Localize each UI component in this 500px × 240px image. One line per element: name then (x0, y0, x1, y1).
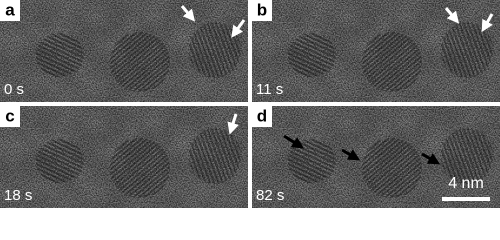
micrograph (252, 0, 500, 102)
label-box (0, 0, 20, 21)
scale-bar-label: 4 nm (448, 175, 484, 192)
micrograph (0, 0, 248, 102)
arrow (180, 5, 196, 22)
micrograph (0, 106, 248, 208)
panel: d 82 s 4 nm (252, 106, 500, 208)
time-label: 18 s (4, 187, 32, 204)
label-box (0, 106, 20, 127)
label-box (252, 0, 272, 21)
panel: c 18 s (0, 106, 248, 208)
arrow (341, 148, 361, 161)
label-box (252, 106, 272, 127)
scale-bar (442, 197, 490, 201)
time-label: 11 s (256, 81, 283, 98)
figure: a 0 s b 11 s c 18 s d 82 s 4 nm (0, 0, 500, 208)
arrow (421, 152, 441, 165)
panel: b 11 s (252, 0, 500, 102)
time-label: 82 s (256, 187, 284, 204)
micrograph (252, 106, 500, 208)
arrow (481, 13, 494, 33)
panel-label: a (5, 0, 15, 19)
panel-label: b (257, 0, 267, 19)
arrow (227, 113, 239, 135)
panel: a 0 s (0, 0, 248, 102)
panel-label: d (257, 106, 267, 125)
time-label: 0 s (4, 81, 24, 98)
panel-label: c (5, 106, 14, 125)
arrow (231, 19, 246, 38)
arrow (283, 134, 305, 149)
arrow (444, 7, 460, 24)
